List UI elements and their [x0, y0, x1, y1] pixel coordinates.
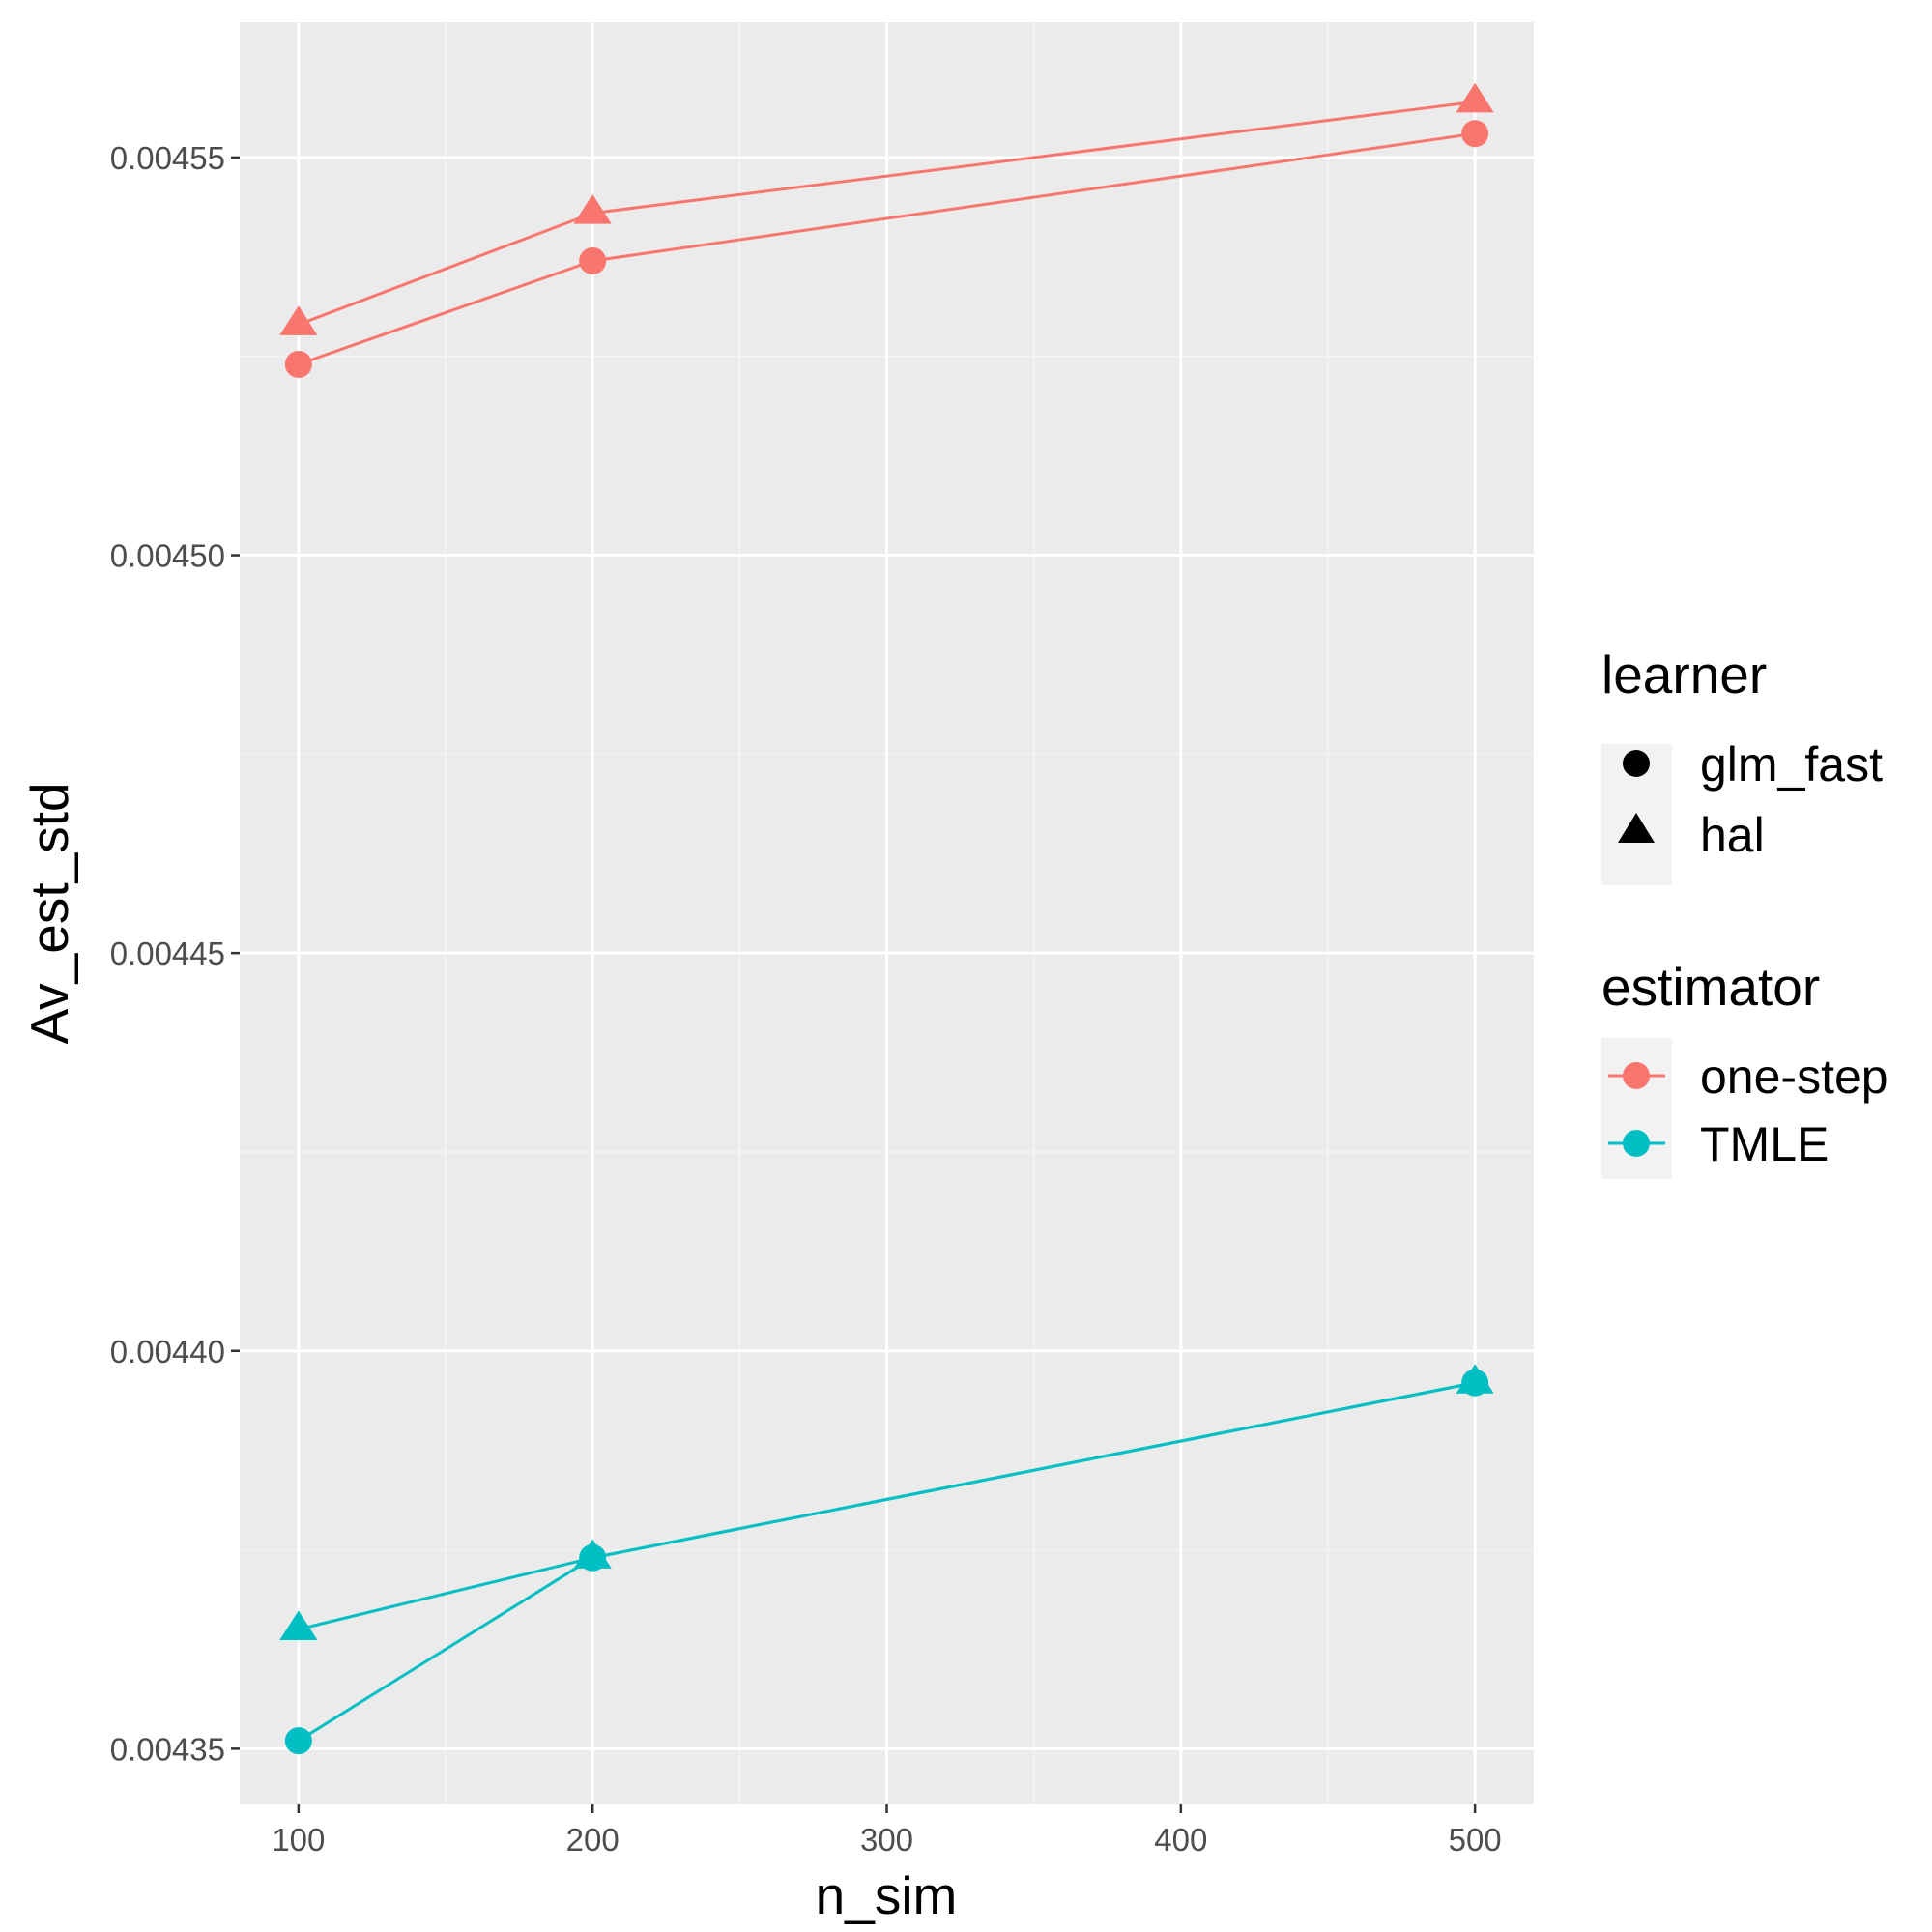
series-layer: [279, 82, 1494, 1755]
data-point-circle: [579, 246, 607, 274]
axis-layer: 100 200 300 400 500 0.00435 0.00440 0.00445 0.00…: [110, 140, 1502, 1858]
x-axis-title: n_sim: [816, 1865, 958, 1925]
data-point-triangle: [1456, 82, 1494, 113]
data-point-triangle: [1456, 1364, 1494, 1394]
legend-learner: learner glm_fast hal: [1601, 645, 1883, 885]
legend-item-one-step: one-step: [1700, 1050, 1889, 1104]
legend-circle-marker: [1623, 750, 1650, 777]
data-point-circle: [1461, 120, 1489, 148]
legend-item-hal: hal: [1700, 808, 1765, 862]
legend-triangle-marker: [1618, 813, 1655, 843]
legend-one-step-marker: [1623, 1062, 1650, 1089]
y-tick-label: 0.00440: [110, 1334, 225, 1370]
y-tick-label: 0.00450: [110, 538, 225, 574]
x-tick-label: 500: [1449, 1822, 1502, 1858]
legend-item-tmle: TMLE: [1700, 1117, 1829, 1171]
y-tick-label: 0.00445: [110, 936, 225, 971]
y-axis-title: Av_est_std: [19, 782, 79, 1044]
data-point-triangle: [573, 1539, 612, 1569]
y-tick-label: 0.00455: [110, 140, 225, 176]
data-point-circle: [284, 350, 312, 378]
y-tick-label: 0.00435: [110, 1731, 225, 1767]
data-point-circle: [284, 1727, 312, 1755]
x-tick-label: 200: [566, 1822, 620, 1858]
x-tick-label: 300: [860, 1822, 913, 1858]
data-point-triangle: [279, 305, 318, 335]
x-tick-label: 400: [1154, 1822, 1207, 1858]
legend-estimator: estimator one-step TMLE: [1601, 957, 1889, 1179]
data-point-triangle: [573, 194, 612, 224]
legend-learner-title: learner: [1601, 645, 1767, 705]
data-point-triangle: [279, 1610, 318, 1640]
x-tick-label: 100: [272, 1822, 325, 1858]
legend-item-glm-fast: glm_fast: [1700, 737, 1883, 792]
legend-tmle-marker: [1623, 1130, 1650, 1157]
legend-estimator-title: estimator: [1601, 957, 1820, 1017]
